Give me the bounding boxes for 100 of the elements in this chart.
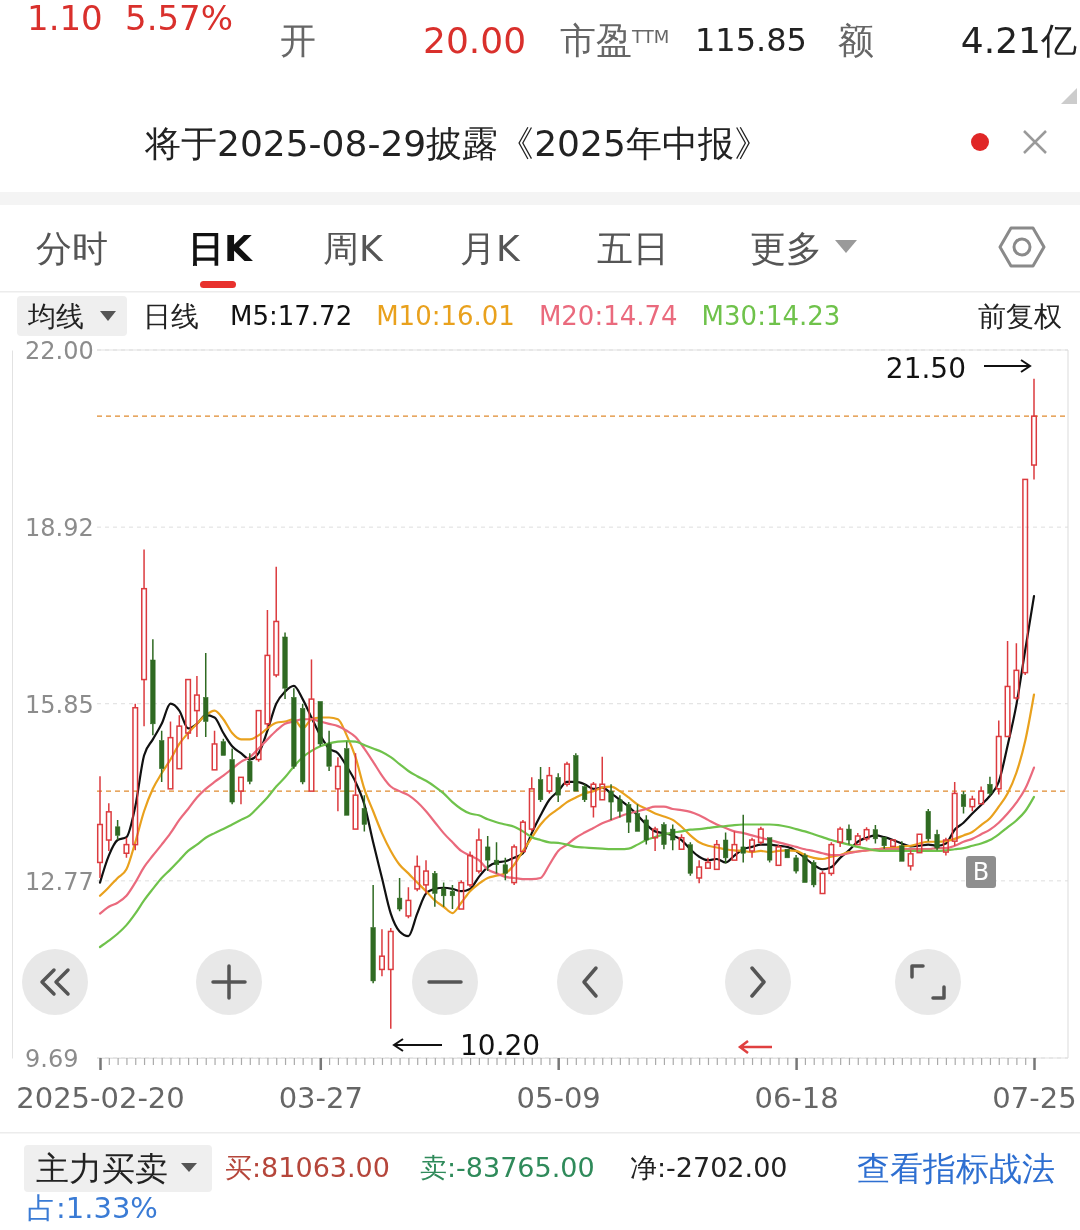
text: 分时 <box>36 227 108 269</box>
text: 日K <box>188 227 253 269</box>
y-tick-label: 18.92 <box>25 514 94 543</box>
text: 前复权 <box>978 299 1062 333</box>
candlestick <box>802 852 808 883</box>
candlestick <box>96 775 104 879</box>
text: 占:1.33% <box>27 1191 158 1226</box>
text: M5:17.72 <box>230 301 353 332</box>
text: 卖:-83765.00 <box>420 1152 595 1184</box>
candlestick <box>475 827 482 875</box>
candlestick <box>378 928 385 978</box>
candlestick <box>193 675 200 738</box>
candlestick <box>987 776 993 797</box>
annotation: 10.20 <box>460 1028 541 1062</box>
text: M30:14.23 <box>701 301 841 332</box>
candlestick <box>432 870 438 908</box>
candlestick <box>326 729 332 772</box>
text: 买:81063.00 <box>225 1152 390 1184</box>
candlestick <box>105 802 112 852</box>
candlestick <box>229 747 235 806</box>
candlestick <box>881 836 887 850</box>
text: 主力买卖 <box>36 1148 168 1188</box>
text: 月K <box>460 227 521 269</box>
candlestick <box>995 719 1002 796</box>
candlestick <box>334 756 341 813</box>
y-tick-label: 22.00 <box>25 336 94 365</box>
text: 均线 <box>27 299 84 333</box>
candlestick <box>132 702 139 852</box>
candlestick <box>608 783 614 821</box>
candlestick <box>696 859 703 884</box>
candlestick <box>555 772 561 803</box>
y-tick-label: 12.77 <box>25 867 94 896</box>
line-series <box>98 740 1036 949</box>
candlestick <box>749 836 756 859</box>
candlestick <box>150 638 156 737</box>
candlestick <box>308 658 315 792</box>
text: 5.57% <box>125 0 234 38</box>
candlestick <box>141 548 148 727</box>
candlestick <box>352 752 359 830</box>
x-tick-label: 07-25 <box>992 1081 1077 1116</box>
candlestick <box>273 566 280 679</box>
candlestick <box>599 755 606 801</box>
candlestick <box>159 729 165 783</box>
x-tick-label: 2025-02-20 <box>16 1081 185 1116</box>
x-tick-label: 03-27 <box>278 1081 363 1116</box>
y-tick-label: 15.85 <box>25 690 94 719</box>
candlestick <box>652 826 659 852</box>
text: 开 <box>280 19 316 61</box>
candlestick <box>422 859 430 895</box>
candlestick <box>361 794 367 833</box>
candlestick <box>282 631 288 700</box>
candlestick <box>1004 640 1011 738</box>
line-series <box>98 595 1036 938</box>
candlestick <box>1030 378 1038 481</box>
candlestick <box>370 884 376 984</box>
candlestick <box>528 776 535 833</box>
text: 20.00 <box>423 19 527 61</box>
annotation: B <box>972 858 990 887</box>
candlestick <box>493 841 500 875</box>
text: 市盈$^{TTM}$ <box>560 19 670 61</box>
candlestick <box>740 813 746 864</box>
text: 115.85 <box>695 21 807 60</box>
candlestick <box>617 794 623 819</box>
text: 1.10 <box>27 0 103 38</box>
x-tick-label: 05-09 <box>516 1081 601 1116</box>
candlestick <box>854 832 861 846</box>
text: 4.21亿 <box>960 19 1077 61</box>
candlestick <box>837 826 844 848</box>
text: 五日 <box>597 227 669 269</box>
text: 周K <box>323 227 384 269</box>
text: 净:-2702.00 <box>630 1152 788 1184</box>
candlestick <box>485 835 491 872</box>
candlestick <box>185 678 192 741</box>
candlestick <box>1013 642 1020 702</box>
text: 查看指标战法 <box>857 1148 1055 1188</box>
candlestick <box>203 652 209 738</box>
candlestick <box>237 776 245 806</box>
candlestick <box>449 884 455 910</box>
candlestick <box>1022 478 1029 676</box>
candlestick <box>934 828 940 852</box>
candlestick <box>291 687 297 770</box>
candlestick <box>573 752 579 792</box>
candlestick <box>397 877 403 913</box>
text: 额 <box>838 19 874 61</box>
candlestick <box>387 927 394 1030</box>
candlestick <box>264 609 271 730</box>
text: M10:16.01 <box>376 301 515 332</box>
text: 日线 <box>143 299 199 333</box>
text: M20:14.74 <box>538 301 678 332</box>
x-tick-label: 06-18 <box>754 1081 839 1116</box>
candlestick <box>846 823 852 846</box>
candlestick <box>713 839 720 871</box>
annotation: 21.50 <box>885 351 966 385</box>
candlestick <box>704 857 712 869</box>
candlestick <box>414 854 421 892</box>
text: 更多 <box>750 227 822 269</box>
text: 将于2025-08-29披露《2025年中报》 <box>144 122 770 164</box>
candlestick <box>661 821 667 850</box>
candlestick <box>899 840 905 862</box>
y-tick-label: 9.69 <box>25 1044 79 1073</box>
